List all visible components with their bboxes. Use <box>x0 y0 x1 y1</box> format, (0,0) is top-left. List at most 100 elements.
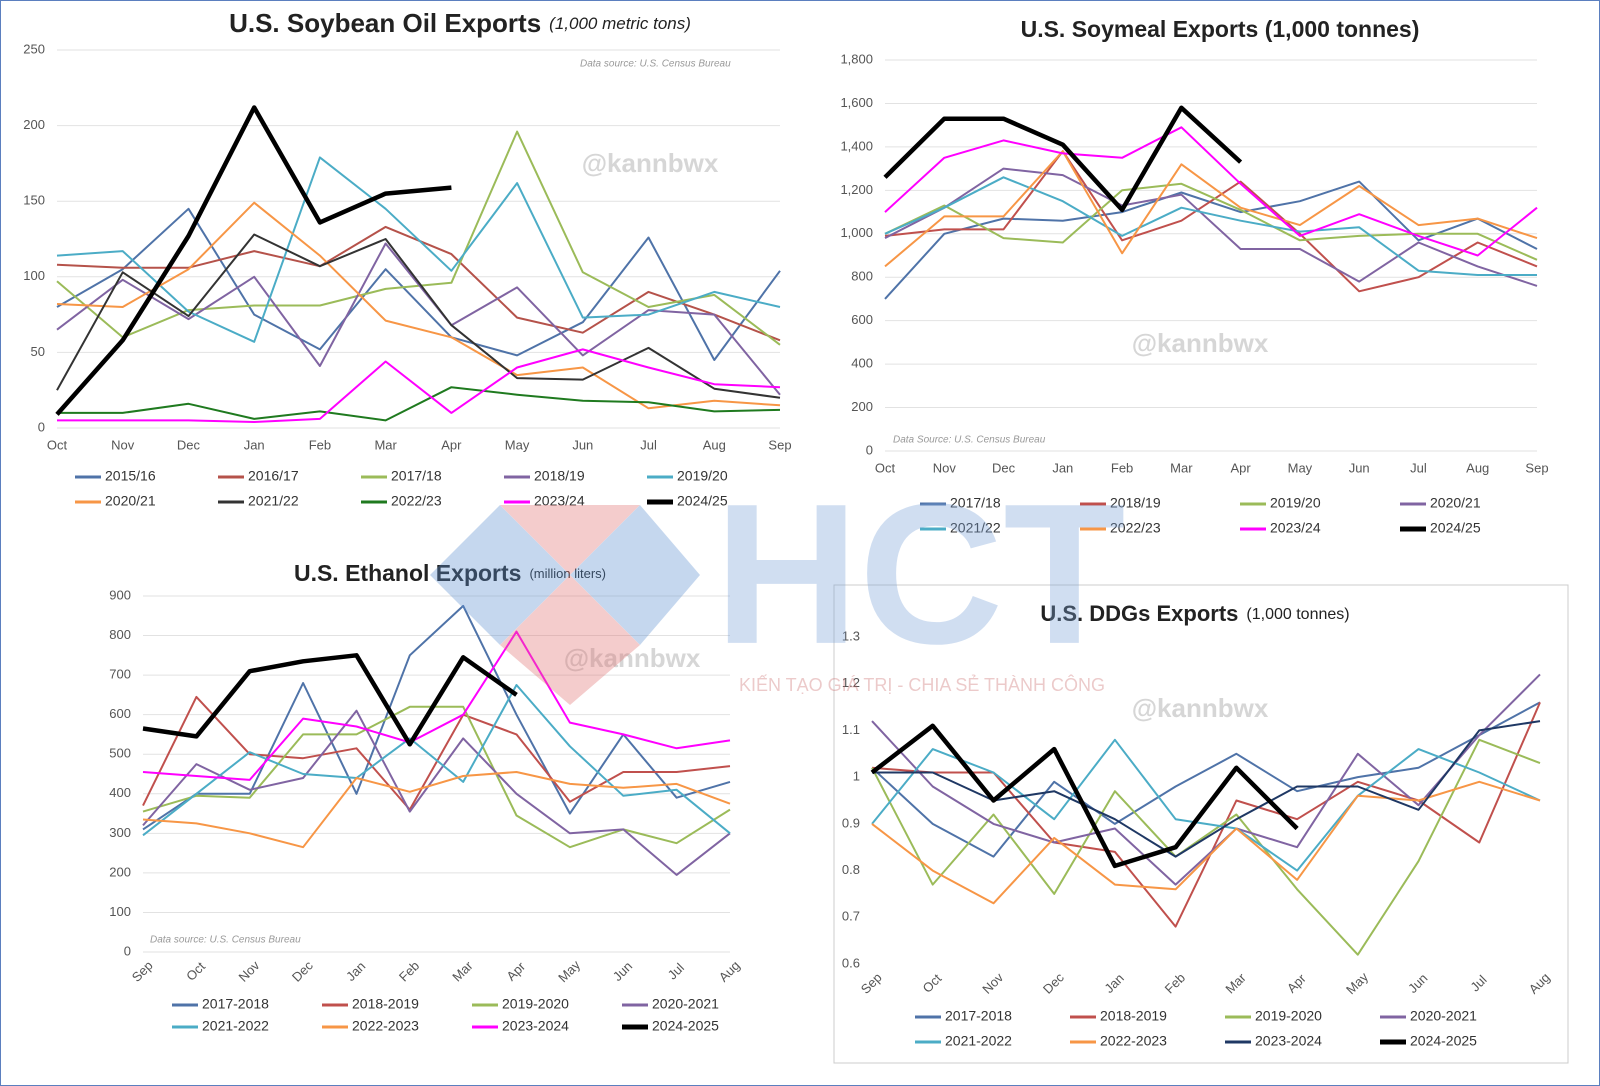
legend-label: 2020/21 <box>1430 495 1481 511</box>
subtitle-text: (million liters) <box>529 566 606 581</box>
y-tick-label: 600 <box>851 312 873 327</box>
series-line <box>871 702 1541 928</box>
y-tick-label: 0.9 <box>842 815 860 830</box>
y-tick-label: 400 <box>109 785 131 800</box>
y-tick-label: 0.6 <box>842 955 860 970</box>
legend-label: 2023-2024 <box>502 1018 569 1034</box>
x-tick-label: Nov <box>111 437 135 452</box>
legend-label: 2020-2021 <box>652 996 719 1012</box>
watermark: @kannbwx <box>1132 693 1269 723</box>
legend-label: 2021-2022 <box>202 1018 269 1034</box>
series-line <box>56 233 781 399</box>
legend-label: 2021/22 <box>248 493 299 509</box>
legend-label: 2020-2021 <box>1410 1008 1477 1024</box>
x-tick-label: Dec <box>992 460 1016 475</box>
legend-label: 2022/23 <box>1110 520 1161 536</box>
legend-label: 2018/19 <box>534 468 585 484</box>
x-tick-label: Jun <box>572 437 593 452</box>
legend-label: 2024/25 <box>677 493 728 509</box>
logo-diamond <box>430 505 570 645</box>
legend-label: 2019/20 <box>677 468 728 484</box>
logo-name: HCT <box>714 463 1125 686</box>
chart: U.S. Soybean Oil Exports (1,000 metric to… <box>23 8 791 509</box>
legend-label: 2017/18 <box>391 468 442 484</box>
chart-title: U.S. Ethanol Exports (million liters) <box>294 560 606 586</box>
series-line <box>57 386 781 422</box>
legend-label: 2018-2019 <box>352 996 419 1012</box>
y-tick-label: 0 <box>124 943 131 958</box>
series-line <box>57 348 781 423</box>
logo-tagline: KIẾN TẠO GIÁ TRỊ - CHIA SẺ THÀNH CÔNG <box>739 674 1105 695</box>
y-tick-label: 0 <box>38 419 45 434</box>
legend-label: 2023/24 <box>1270 520 1321 536</box>
x-tick-label: Apr <box>441 437 462 452</box>
series-line <box>142 684 731 837</box>
legend-label: 2023-2024 <box>1255 1033 1322 1049</box>
series-line <box>883 105 1243 213</box>
legend-label: 2021-2022 <box>945 1033 1012 1049</box>
x-tick-label: Feb <box>309 437 331 452</box>
x-tick-label: Jan <box>1052 460 1073 475</box>
y-tick-label: 1 <box>853 769 860 784</box>
series-line <box>870 723 1299 869</box>
x-tick-label: Aug <box>703 437 726 452</box>
legend-label: 2016/17 <box>248 468 299 484</box>
legend-label: 2017-2018 <box>945 1008 1012 1024</box>
x-tick-label: Jan <box>244 437 265 452</box>
series-line <box>56 201 781 410</box>
x-tick-label: Sep <box>768 437 791 452</box>
y-tick-label: 0 <box>866 442 873 457</box>
series-line <box>871 738 1541 956</box>
data-source: Data source: U.S. Census Bureau <box>150 935 301 946</box>
series-line <box>872 720 1541 858</box>
watermark: @kannbwx <box>564 643 701 673</box>
title-text: U.S. Soybean Oil Exports <box>229 8 541 38</box>
legend-label: 2023/24 <box>534 493 585 509</box>
chart-title: U.S. DDGs Exports (1,000 tonnes) <box>1040 601 1349 626</box>
series-line <box>142 604 731 831</box>
watermark: @kannbwx <box>582 148 719 178</box>
logo-diamond <box>500 505 640 575</box>
x-tick-label: Sep <box>1525 460 1548 475</box>
subtitle-text: (1,000 tonnes) <box>1246 606 1349 623</box>
series-line <box>142 771 731 849</box>
title-text: U.S. DDGs Exports <box>1040 601 1238 626</box>
y-tick-label: 1.2 <box>842 675 860 690</box>
chart: U.S. Soymeal Exports (1,000 tonnes) @kann… <box>840 16 1548 536</box>
data-source: Data source: U.S. Census Bureau <box>580 59 731 70</box>
y-tick-label: 100 <box>23 268 45 283</box>
legend-label: 2019-2020 <box>1255 1008 1322 1024</box>
y-tick-label: 500 <box>109 746 131 761</box>
y-tick-label: 800 <box>109 627 131 642</box>
y-tick-label: 1,200 <box>840 182 873 197</box>
x-tick-label: Aug <box>1466 460 1489 475</box>
logo-diamond <box>500 575 640 705</box>
y-tick-label: 200 <box>109 864 131 879</box>
y-tick-label: 0.8 <box>842 862 860 877</box>
x-tick-label: Mar <box>374 437 397 452</box>
x-tick-label: Jun <box>1349 460 1370 475</box>
title-text: U.S. Ethanol Exports <box>294 560 521 586</box>
legend-label: 2024/25 <box>1430 520 1481 536</box>
panel-border <box>833 584 1569 1064</box>
x-tick-label: May <box>505 437 530 452</box>
chart-title: U.S. Soymeal Exports (1,000 tonnes) <box>1021 16 1420 42</box>
legend-label: 2024-2025 <box>1410 1033 1477 1049</box>
y-tick-label: 800 <box>851 269 873 284</box>
x-tick-label: Jul <box>1410 460 1427 475</box>
series-line <box>56 207 781 361</box>
legend-label: 2017-2018 <box>202 996 269 1012</box>
y-tick-label: 200 <box>851 399 873 414</box>
series-line <box>884 167 1538 287</box>
y-tick-label: 300 <box>109 825 131 840</box>
y-tick-label: 1.1 <box>842 722 860 737</box>
x-tick-label: Oct <box>47 437 68 452</box>
legend-label: 2022-2023 <box>352 1018 419 1034</box>
chart: U.S. DDGs Exports (1,000 tonnes) @kannbwx 0… <box>842 601 1553 1049</box>
chart-title: U.S. Soybean Oil Exports (1,000 metric to… <box>229 8 691 38</box>
y-tick-label: 50 <box>31 344 45 359</box>
series-line <box>884 126 1538 257</box>
y-tick-label: 1,600 <box>840 95 873 110</box>
series-line <box>142 709 731 876</box>
legend-label: 2021/22 <box>950 520 1001 536</box>
